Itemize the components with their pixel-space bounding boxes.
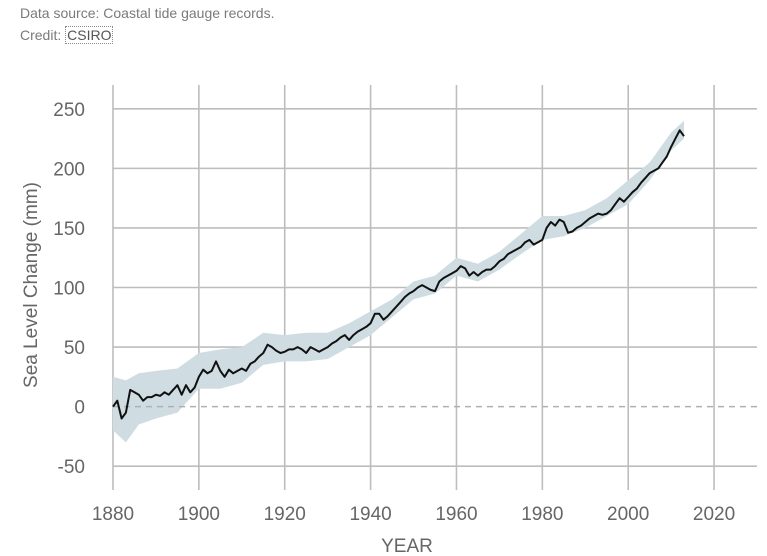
credit-prefix: Credit: [20,27,66,43]
x-tick-label: 1960 [435,504,477,525]
x-tick-labels: 1880 1900 1920 1940 1960 1980 2000 2020 [92,504,735,525]
chart-caption: Data source: Coastal tide gauge records.… [20,2,274,46]
x-tick-label: 1880 [92,504,134,525]
credit-line: Credit: CSIRO [20,24,274,46]
y-tick-label: 100 [53,279,85,300]
x-tick-label: 1980 [521,504,563,525]
x-tick-label: 1900 [178,504,220,525]
y-tick-label: 0 [74,398,85,419]
x-axis-title: YEAR [381,536,433,556]
y-tick-labels: -50 0 50 100 150 200 250 [53,100,85,478]
y-tick-label: 50 [64,338,85,359]
data-source-text: Data source: Coastal tide gauge records. [20,5,275,21]
y-tick-label: 150 [53,219,85,240]
x-tick-label: 2020 [693,504,735,525]
y-tick-label: 250 [53,100,85,121]
y-axis-title: Sea Level Change (mm) [21,182,42,388]
y-tick-label: 200 [53,159,85,180]
grid-lines [112,85,757,490]
uncertainty-band [113,120,684,443]
x-tick-label: 1920 [264,504,306,525]
sea-level-series-line [112,129,685,420]
y-tick-label: -50 [58,457,85,478]
credit-link[interactable]: CSIRO [65,26,114,44]
x-tick-label: 1940 [349,504,391,525]
x-tick-label: 2000 [607,504,649,525]
